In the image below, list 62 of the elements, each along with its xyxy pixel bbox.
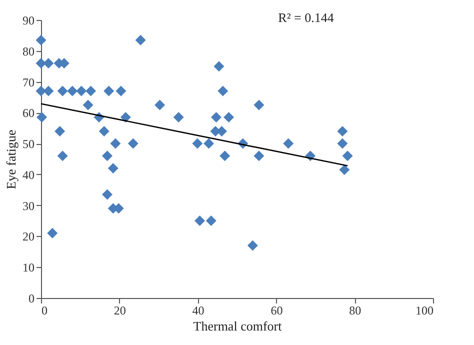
point bbox=[54, 126, 66, 136]
y-tick-label: 40 bbox=[22, 168, 34, 182]
y-tick-label: 60 bbox=[22, 106, 34, 120]
x-axis-title: Thermal comfort bbox=[193, 318, 282, 334]
point bbox=[43, 58, 54, 68]
point bbox=[254, 150, 264, 162]
x-tick-label: 80 bbox=[349, 304, 362, 318]
y-tick-label: 90 bbox=[22, 14, 34, 28]
point bbox=[210, 112, 222, 123]
point bbox=[194, 216, 206, 226]
point bbox=[214, 61, 224, 72]
y-tick-label: 70 bbox=[22, 75, 34, 90]
point bbox=[116, 86, 126, 96]
point bbox=[76, 86, 87, 96]
point bbox=[220, 150, 230, 162]
point bbox=[135, 34, 146, 46]
point bbox=[154, 100, 166, 110]
y-tick-label: 30 bbox=[22, 198, 34, 213]
point bbox=[192, 138, 203, 149]
point bbox=[67, 86, 78, 96]
point bbox=[98, 126, 110, 136]
point bbox=[102, 150, 112, 162]
point bbox=[337, 138, 348, 149]
point bbox=[36, 112, 48, 123]
point bbox=[82, 100, 94, 110]
point bbox=[224, 112, 234, 123]
point bbox=[337, 126, 348, 136]
point bbox=[43, 86, 54, 96]
point bbox=[36, 34, 46, 46]
y-tick-label: 10 bbox=[22, 260, 34, 275]
x-tick-label: 100 bbox=[416, 304, 434, 318]
point bbox=[342, 150, 353, 162]
x-tick-label: 0 bbox=[42, 304, 48, 318]
annotation: R² = 0.144 bbox=[278, 10, 334, 25]
point bbox=[204, 138, 214, 149]
point bbox=[36, 58, 46, 68]
point bbox=[57, 86, 68, 96]
point bbox=[173, 112, 184, 123]
x-tick-label: 60 bbox=[270, 304, 283, 318]
point bbox=[102, 189, 112, 200]
point bbox=[339, 164, 350, 176]
y-tick-label: 50 bbox=[22, 137, 34, 152]
point bbox=[254, 100, 264, 110]
point bbox=[283, 138, 294, 149]
point bbox=[47, 228, 58, 238]
point bbox=[247, 240, 258, 251]
point bbox=[86, 86, 96, 96]
x-tick-label: 20 bbox=[114, 304, 126, 318]
y-tick-label: 80 bbox=[22, 44, 34, 58]
point bbox=[36, 86, 46, 96]
y-tick-label: 20 bbox=[22, 230, 34, 244]
y-tick-label: 0 bbox=[28, 292, 34, 306]
point bbox=[206, 216, 216, 226]
point bbox=[218, 86, 228, 96]
x-tick-label: 40 bbox=[192, 304, 204, 318]
y-axis-title: Eye fatigue bbox=[4, 130, 18, 190]
point bbox=[110, 138, 121, 149]
point bbox=[57, 150, 68, 162]
point bbox=[128, 138, 138, 149]
point bbox=[108, 163, 118, 174]
point bbox=[104, 86, 114, 96]
point bbox=[120, 112, 131, 123]
